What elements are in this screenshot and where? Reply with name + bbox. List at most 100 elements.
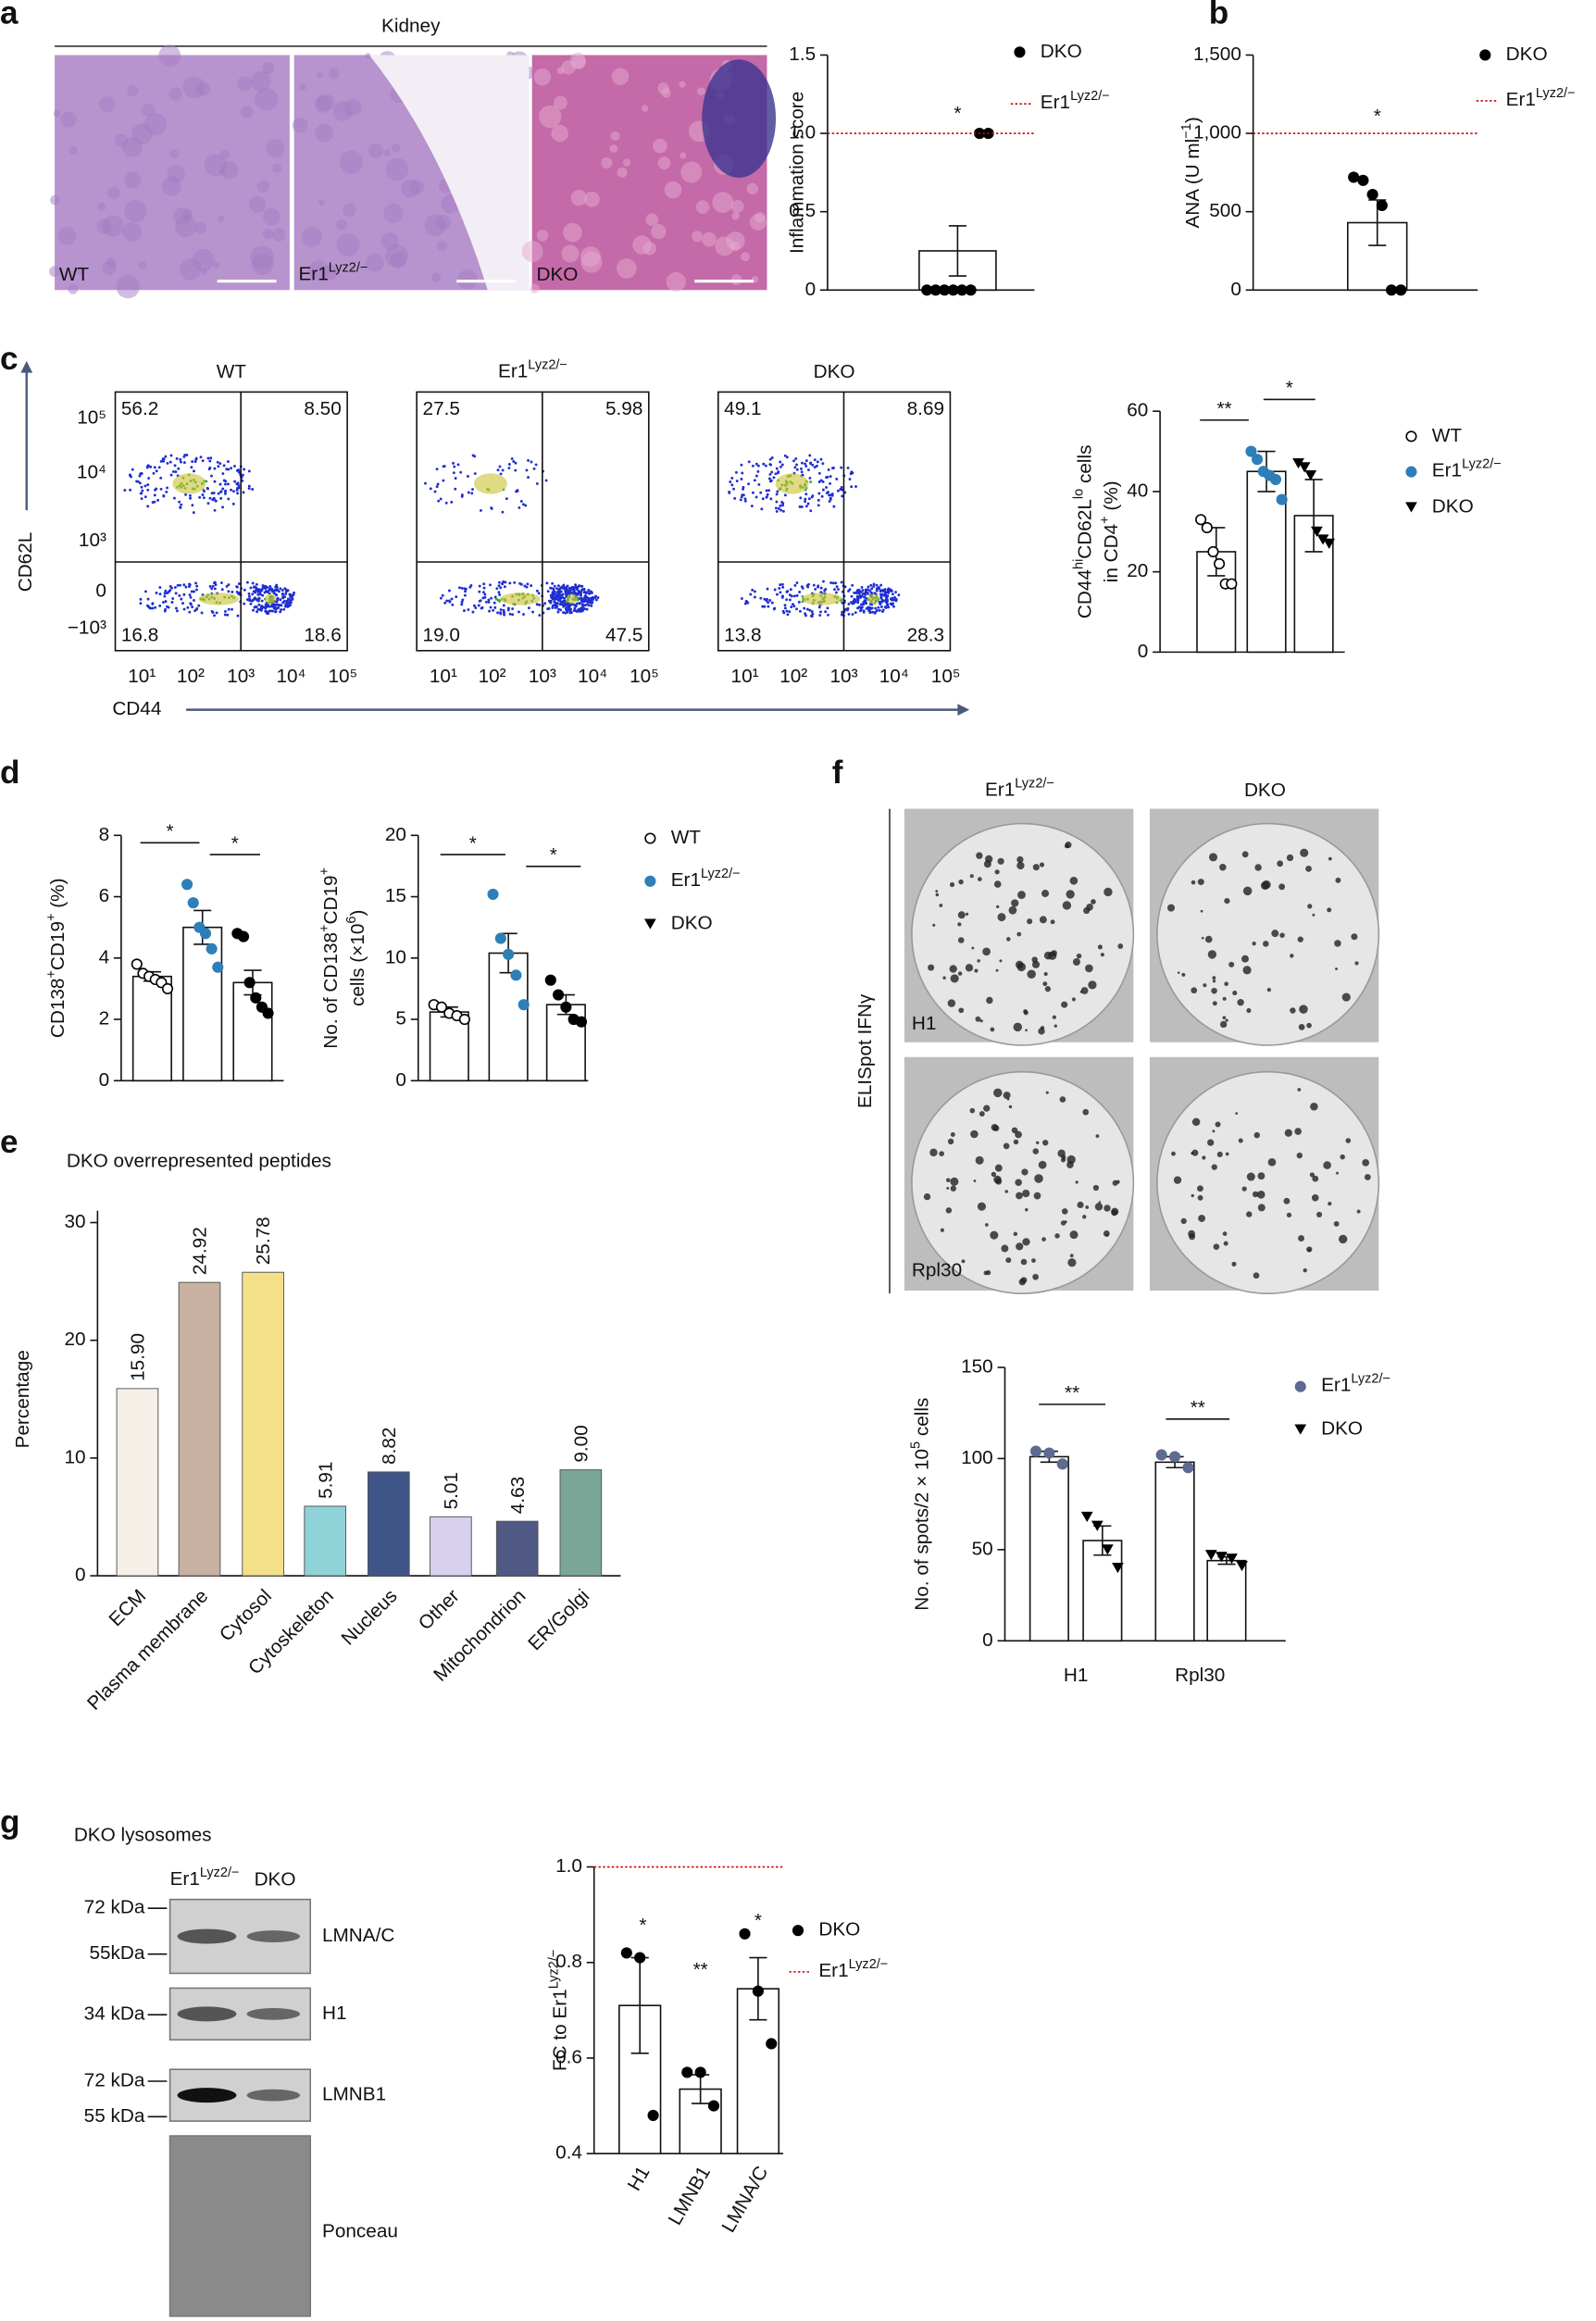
lane-label: DKO xyxy=(255,1868,296,1890)
event-dot xyxy=(197,604,201,607)
event-dot xyxy=(811,463,815,467)
event-dot xyxy=(194,581,197,585)
event-dot xyxy=(829,481,832,485)
text-part: Er1 xyxy=(1506,89,1536,110)
event-dot xyxy=(468,585,472,589)
event-dot xyxy=(261,593,265,597)
event-dot xyxy=(191,605,194,609)
flow-y-tick: 10⁴ xyxy=(77,462,106,483)
y-tick-label: 0 xyxy=(99,1069,110,1091)
event-dot xyxy=(222,464,226,468)
spot xyxy=(1066,1161,1074,1168)
event-dot xyxy=(730,476,734,480)
spot xyxy=(1286,1212,1292,1218)
y-axis-label: FC to Er1Lyz2/− xyxy=(546,1950,571,2071)
event-dot xyxy=(496,468,500,472)
spot xyxy=(1241,1186,1247,1192)
event-dot xyxy=(453,465,456,468)
spot xyxy=(1071,997,1076,1002)
data-point xyxy=(517,999,530,1011)
event-dot xyxy=(281,601,285,605)
superscript: Lyz2/− xyxy=(849,1957,889,1972)
panel-label: g xyxy=(0,1804,19,1841)
blot-image xyxy=(168,2135,312,2317)
event-dot xyxy=(560,603,564,606)
event-dot xyxy=(808,454,812,457)
event-dot xyxy=(582,587,586,591)
spot xyxy=(1222,996,1227,1001)
tissue-texture xyxy=(102,215,124,237)
event-dot xyxy=(472,604,476,607)
event-dot xyxy=(781,509,785,513)
flow-x-tick: 10² xyxy=(479,666,506,687)
tissue-texture xyxy=(731,211,741,220)
event-dot xyxy=(251,488,255,491)
data-point xyxy=(131,958,143,970)
tissue-texture xyxy=(536,230,549,242)
legend-marker xyxy=(1405,466,1417,478)
event-dot xyxy=(814,587,817,591)
spot xyxy=(935,890,939,893)
event-dot xyxy=(575,602,579,605)
event-dot xyxy=(497,580,501,584)
tissue-texture xyxy=(314,95,331,113)
tissue-texture xyxy=(213,261,220,268)
event-dot xyxy=(735,480,739,482)
event-dot xyxy=(883,599,887,603)
legend-label: Er1Lyz2/− xyxy=(671,867,741,892)
event-dot xyxy=(798,591,802,593)
event-dot xyxy=(780,595,784,599)
event-dot xyxy=(499,472,503,476)
event-dot xyxy=(498,465,502,468)
event-dot xyxy=(740,478,743,480)
x-tick-label: ECM xyxy=(105,1585,150,1630)
spot xyxy=(1011,899,1019,907)
superscript: 6 xyxy=(344,917,359,924)
tissue-texture xyxy=(645,213,659,227)
event-dot xyxy=(523,584,527,588)
event-dot xyxy=(213,508,217,512)
event-dot xyxy=(138,481,142,485)
event-dot xyxy=(817,471,821,475)
event-dot xyxy=(867,609,871,612)
event-dot xyxy=(499,611,503,615)
tissue-texture xyxy=(218,215,225,223)
event-dot xyxy=(445,599,449,603)
tissue-texture xyxy=(255,87,278,111)
event-dot xyxy=(260,599,264,603)
spot xyxy=(1336,1171,1339,1175)
x-tick-label: Other xyxy=(415,1585,464,1634)
bar xyxy=(430,1516,472,1577)
tissue-texture xyxy=(583,191,600,207)
data-point xyxy=(1269,473,1282,485)
event-dot xyxy=(194,588,198,592)
event-dot xyxy=(151,606,155,610)
event-dot xyxy=(825,486,828,489)
event-dot xyxy=(466,475,469,478)
superscript: Lyz2/− xyxy=(1015,776,1054,791)
tissue-texture xyxy=(746,182,759,194)
event-dot xyxy=(243,602,246,605)
event-dot xyxy=(804,465,808,468)
event-dot xyxy=(493,595,497,599)
spot xyxy=(1027,918,1033,925)
data-point xyxy=(1207,545,1219,558)
arrow-head xyxy=(957,704,970,717)
event-dot xyxy=(863,595,867,599)
event-dot xyxy=(206,486,209,490)
spot xyxy=(1016,1242,1024,1251)
spot xyxy=(1105,1233,1109,1237)
spot xyxy=(1188,1229,1195,1238)
data-point xyxy=(1201,521,1213,534)
x-tick-label: ER/Golgi xyxy=(524,1585,593,1654)
spot xyxy=(1051,950,1057,956)
event-dot xyxy=(164,600,168,604)
event-dot xyxy=(879,590,882,593)
event-dot xyxy=(231,590,234,593)
event-dot xyxy=(208,496,212,500)
legend-label: DKO xyxy=(1432,495,1474,517)
event-dot xyxy=(226,613,230,617)
event-dot xyxy=(270,590,274,593)
event-dot xyxy=(247,594,251,598)
spot xyxy=(1191,1117,1201,1127)
